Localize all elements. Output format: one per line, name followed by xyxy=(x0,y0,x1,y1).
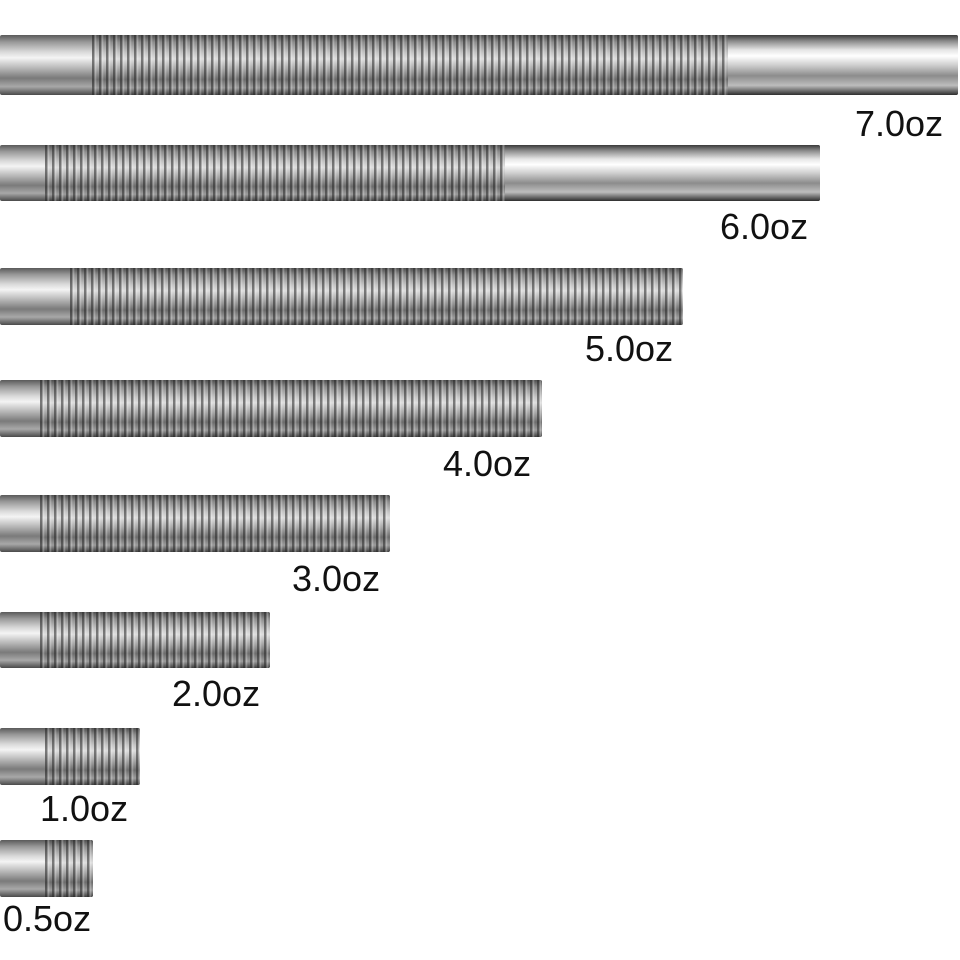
plain-section xyxy=(728,35,958,95)
weight-rod-0-5oz xyxy=(0,840,93,897)
weight-rod-2oz xyxy=(0,612,270,668)
plain-section xyxy=(505,145,820,201)
weight-rod-1oz xyxy=(0,728,140,785)
threaded-section xyxy=(45,840,93,897)
weight-label: 5.0oz xyxy=(585,328,674,369)
threaded-section xyxy=(70,268,683,325)
weight-label: 4.0oz xyxy=(443,443,532,484)
weight-label: 1.0oz xyxy=(40,788,129,829)
threaded-section xyxy=(92,35,728,95)
threaded-section xyxy=(40,612,270,668)
weight-label: 3.0oz xyxy=(292,558,381,599)
weight-rod-4oz xyxy=(0,380,542,437)
weight-rod-6oz xyxy=(0,145,820,201)
weight-label: 6.0oz xyxy=(720,206,809,247)
threaded-section xyxy=(45,145,505,201)
weight-label: 2.0oz xyxy=(172,673,261,714)
weight-label: 7.0oz xyxy=(855,103,944,144)
weight-rod-5oz xyxy=(0,268,683,325)
threaded-section xyxy=(40,380,542,437)
weight-rod-3oz xyxy=(0,495,390,552)
threaded-section xyxy=(40,495,390,552)
weight-rod-7oz xyxy=(0,35,958,95)
weight-label: 0.5oz xyxy=(3,898,92,939)
threaded-section xyxy=(45,728,140,785)
